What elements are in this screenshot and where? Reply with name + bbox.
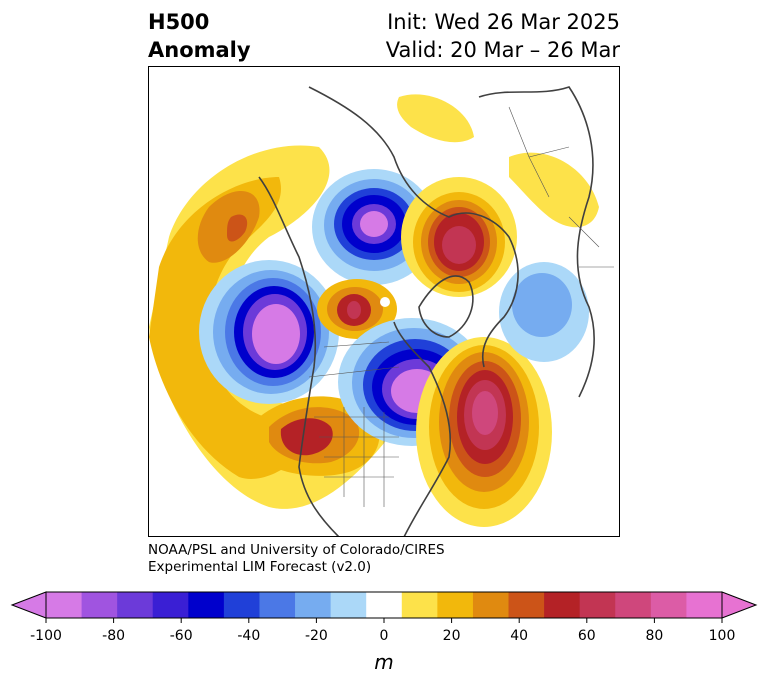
colorbar-cell bbox=[437, 592, 474, 618]
colorbar-ticks bbox=[45, 618, 723, 623]
pacific-ridge-peak bbox=[227, 214, 248, 242]
colorbar-cell bbox=[295, 592, 332, 618]
colorbar-cell bbox=[686, 592, 723, 618]
colorbar-tick-label: 20 bbox=[442, 628, 461, 644]
title-left: H500 Anomaly bbox=[148, 8, 251, 64]
atlantic-ridge-80 bbox=[472, 391, 498, 435]
colorbar-cell bbox=[615, 592, 652, 618]
colorbar-cell bbox=[650, 592, 688, 618]
colorbar-cell bbox=[81, 592, 118, 618]
title-init: Init: Wed 26 Mar 2025 bbox=[387, 10, 620, 34]
colorbar-tick-label: 80 bbox=[645, 628, 664, 644]
colorbar-tick-label: -100 bbox=[30, 628, 62, 644]
colorbar-tick-label: -60 bbox=[169, 628, 193, 644]
us-state-lines bbox=[314, 407, 399, 507]
credit-line-1: NOAA/PSL and University of Colorado/CIRE… bbox=[148, 542, 445, 558]
colorbar-cell bbox=[508, 592, 545, 618]
title-right: Init: Wed 26 Mar 2025 Valid: 20 Mar – 26… bbox=[386, 8, 620, 64]
pacific-trough-100 bbox=[252, 304, 300, 364]
siberia-trough-30 bbox=[512, 273, 572, 337]
colorbar-tick-label: 100 bbox=[708, 628, 736, 644]
colorbar-cell bbox=[152, 592, 189, 618]
title-type: Anomaly bbox=[148, 38, 251, 62]
asia-east-coast bbox=[478, 86, 595, 398]
north-pole-marker bbox=[380, 297, 390, 307]
east-asia-ridge bbox=[509, 152, 599, 228]
colorbar-cell bbox=[401, 592, 438, 618]
alaska-trough-100 bbox=[360, 211, 388, 237]
colorbar-extend-low bbox=[10, 591, 47, 619]
colorbar-cell bbox=[472, 592, 510, 618]
arctic-ridge-peak bbox=[347, 301, 361, 319]
colorbar bbox=[10, 591, 758, 623]
colorbar-cells bbox=[46, 592, 723, 618]
canada-lines bbox=[308, 341, 400, 378]
colorbar-tick-label: 40 bbox=[510, 628, 529, 644]
colorbar-cell bbox=[46, 592, 83, 618]
credit-line-2: Experimental LIM Forecast (v2.0) bbox=[148, 559, 372, 575]
colorbar-cell bbox=[366, 592, 403, 618]
eurasia-borders bbox=[508, 106, 614, 268]
map-panel bbox=[148, 66, 620, 537]
north-america-east-coast bbox=[393, 321, 452, 536]
colorbar-cell bbox=[117, 592, 154, 618]
colorbar-tick-label: -40 bbox=[237, 628, 261, 644]
colorbar-cell bbox=[579, 592, 616, 618]
colorbar-tick-label: 60 bbox=[577, 628, 596, 644]
colorbar-tick-label: 0 bbox=[379, 628, 389, 644]
coastlines bbox=[258, 86, 595, 536]
pacific-ridge-inner bbox=[149, 177, 329, 479]
west-us-ridge-core bbox=[280, 418, 333, 456]
eurasia-coast bbox=[308, 86, 519, 368]
title-valid: Valid: 20 Mar – 26 Mar bbox=[385, 38, 620, 62]
east-asia-ridge-north bbox=[397, 94, 474, 143]
colorbar-cell bbox=[259, 592, 296, 618]
colorbar-unit: m bbox=[374, 650, 394, 674]
colorbar-cell bbox=[330, 592, 367, 618]
title-variable: H500 bbox=[148, 10, 210, 34]
anomaly-map bbox=[149, 86, 614, 536]
borders bbox=[308, 106, 614, 507]
colorbar-tick-label: -80 bbox=[102, 628, 126, 644]
colorbar-cell bbox=[188, 592, 225, 618]
colorbar-tick-label: -20 bbox=[304, 628, 328, 644]
colorbar-cell bbox=[544, 592, 581, 618]
colorbar-cell bbox=[223, 592, 261, 618]
credit-text: NOAA/PSL and University of Colorado/CIRE… bbox=[148, 542, 445, 576]
north-america-west-coast bbox=[258, 176, 340, 536]
europe-ridge-70 bbox=[442, 226, 476, 264]
colorbar-extend-high bbox=[721, 591, 758, 619]
greenland-outline bbox=[418, 275, 474, 338]
